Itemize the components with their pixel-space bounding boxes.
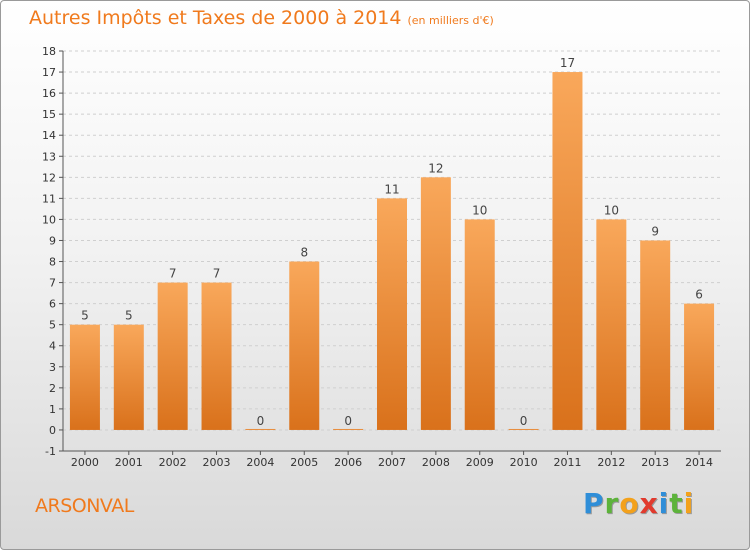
y-tick-label: 14 — [42, 129, 56, 142]
data-label: 12 — [428, 161, 443, 175]
bar — [289, 261, 320, 430]
x-tick-label: 2000 — [71, 456, 99, 469]
y-tick-label: 1 — [49, 403, 56, 416]
data-label: 10 — [604, 203, 619, 217]
y-tick-label: 15 — [42, 108, 56, 121]
y-tick-label: 13 — [42, 150, 56, 163]
bar — [157, 282, 188, 430]
x-tick-label: 2005 — [290, 456, 318, 469]
x-tick-label: 2009 — [466, 456, 494, 469]
x-tick-label: 2010 — [510, 456, 538, 469]
x-tick-label: 2014 — [685, 456, 713, 469]
data-label: 0 — [520, 414, 528, 428]
bar — [69, 324, 100, 430]
y-tick-label: 12 — [42, 171, 56, 184]
data-label: 0 — [257, 414, 265, 428]
x-tick-label: 2007 — [378, 456, 406, 469]
logo-letter: t — [669, 487, 684, 520]
bar — [640, 240, 671, 430]
y-tick-label: 11 — [42, 192, 56, 205]
x-tick-label: 2012 — [597, 456, 625, 469]
y-tick-label: 17 — [42, 66, 56, 79]
x-tick-label: 2001 — [115, 456, 143, 469]
bar — [596, 219, 627, 430]
x-tick-label: 2003 — [203, 456, 231, 469]
y-tick-label: 16 — [42, 87, 56, 100]
bar — [377, 198, 407, 430]
data-label: 10 — [472, 203, 487, 217]
x-tick-label: 2013 — [641, 456, 669, 469]
data-label: 8 — [300, 246, 308, 260]
y-tick-label: 3 — [49, 361, 56, 374]
commune-name: ARSONVAL — [35, 495, 134, 517]
x-tick-label: 2011 — [553, 456, 581, 469]
bar — [464, 219, 495, 430]
logo-letter: r — [604, 487, 620, 520]
data-label: 0 — [344, 414, 352, 428]
x-tick-label: 2006 — [334, 456, 362, 469]
logo-letter: i — [683, 487, 695, 520]
y-tick-label: 0 — [49, 424, 56, 437]
y-tick-label: 5 — [49, 319, 56, 332]
x-tick-label: 2004 — [246, 456, 274, 469]
y-tick-label: 9 — [49, 234, 56, 247]
y-tick-label: 6 — [49, 298, 56, 311]
data-labels: 5 5 7 7 0 8 0 11 12 10 0 17 10 9 6 — [81, 56, 703, 428]
bar — [508, 428, 539, 430]
chart-title-unit: (en milliers d'€) — [407, 14, 494, 27]
logo-letter: x — [639, 487, 659, 520]
bar — [420, 177, 451, 430]
data-label: 9 — [651, 224, 659, 238]
proxiti-logo: Proxiti — [583, 487, 694, 520]
logo-letter: i — [658, 487, 670, 520]
data-label: 6 — [695, 288, 703, 302]
bar — [333, 428, 364, 430]
chart-title-text: Autres Impôts et Taxes de 2000 à 2014 — [29, 7, 402, 29]
y-tick-label: 2 — [49, 382, 56, 395]
bar — [684, 303, 715, 430]
logo-letter: P — [583, 487, 605, 520]
bar — [113, 324, 144, 430]
data-label: 11 — [384, 182, 399, 196]
data-label: 7 — [169, 267, 177, 281]
bars — [69, 72, 715, 430]
x-tick-label: 2008 — [422, 456, 450, 469]
y-tick-label: 7 — [49, 277, 56, 290]
y-tick-label: -1 — [45, 445, 56, 458]
bar — [201, 282, 232, 430]
x-tick-label: 2002 — [159, 456, 187, 469]
bar — [245, 428, 276, 430]
logo-letter: o — [619, 487, 640, 520]
y-tick-label: 8 — [49, 256, 56, 269]
bar — [552, 72, 583, 430]
y-tick-label: 4 — [49, 340, 56, 353]
y-tick-label: 18 — [42, 45, 56, 58]
data-label: 17 — [560, 56, 575, 70]
data-label: 7 — [213, 267, 221, 281]
y-tick-label: 10 — [42, 213, 56, 226]
chart-title: Autres Impôts et Taxes de 2000 à 2014 (en… — [29, 7, 494, 29]
data-label: 5 — [81, 309, 89, 323]
data-label: 5 — [125, 309, 133, 323]
